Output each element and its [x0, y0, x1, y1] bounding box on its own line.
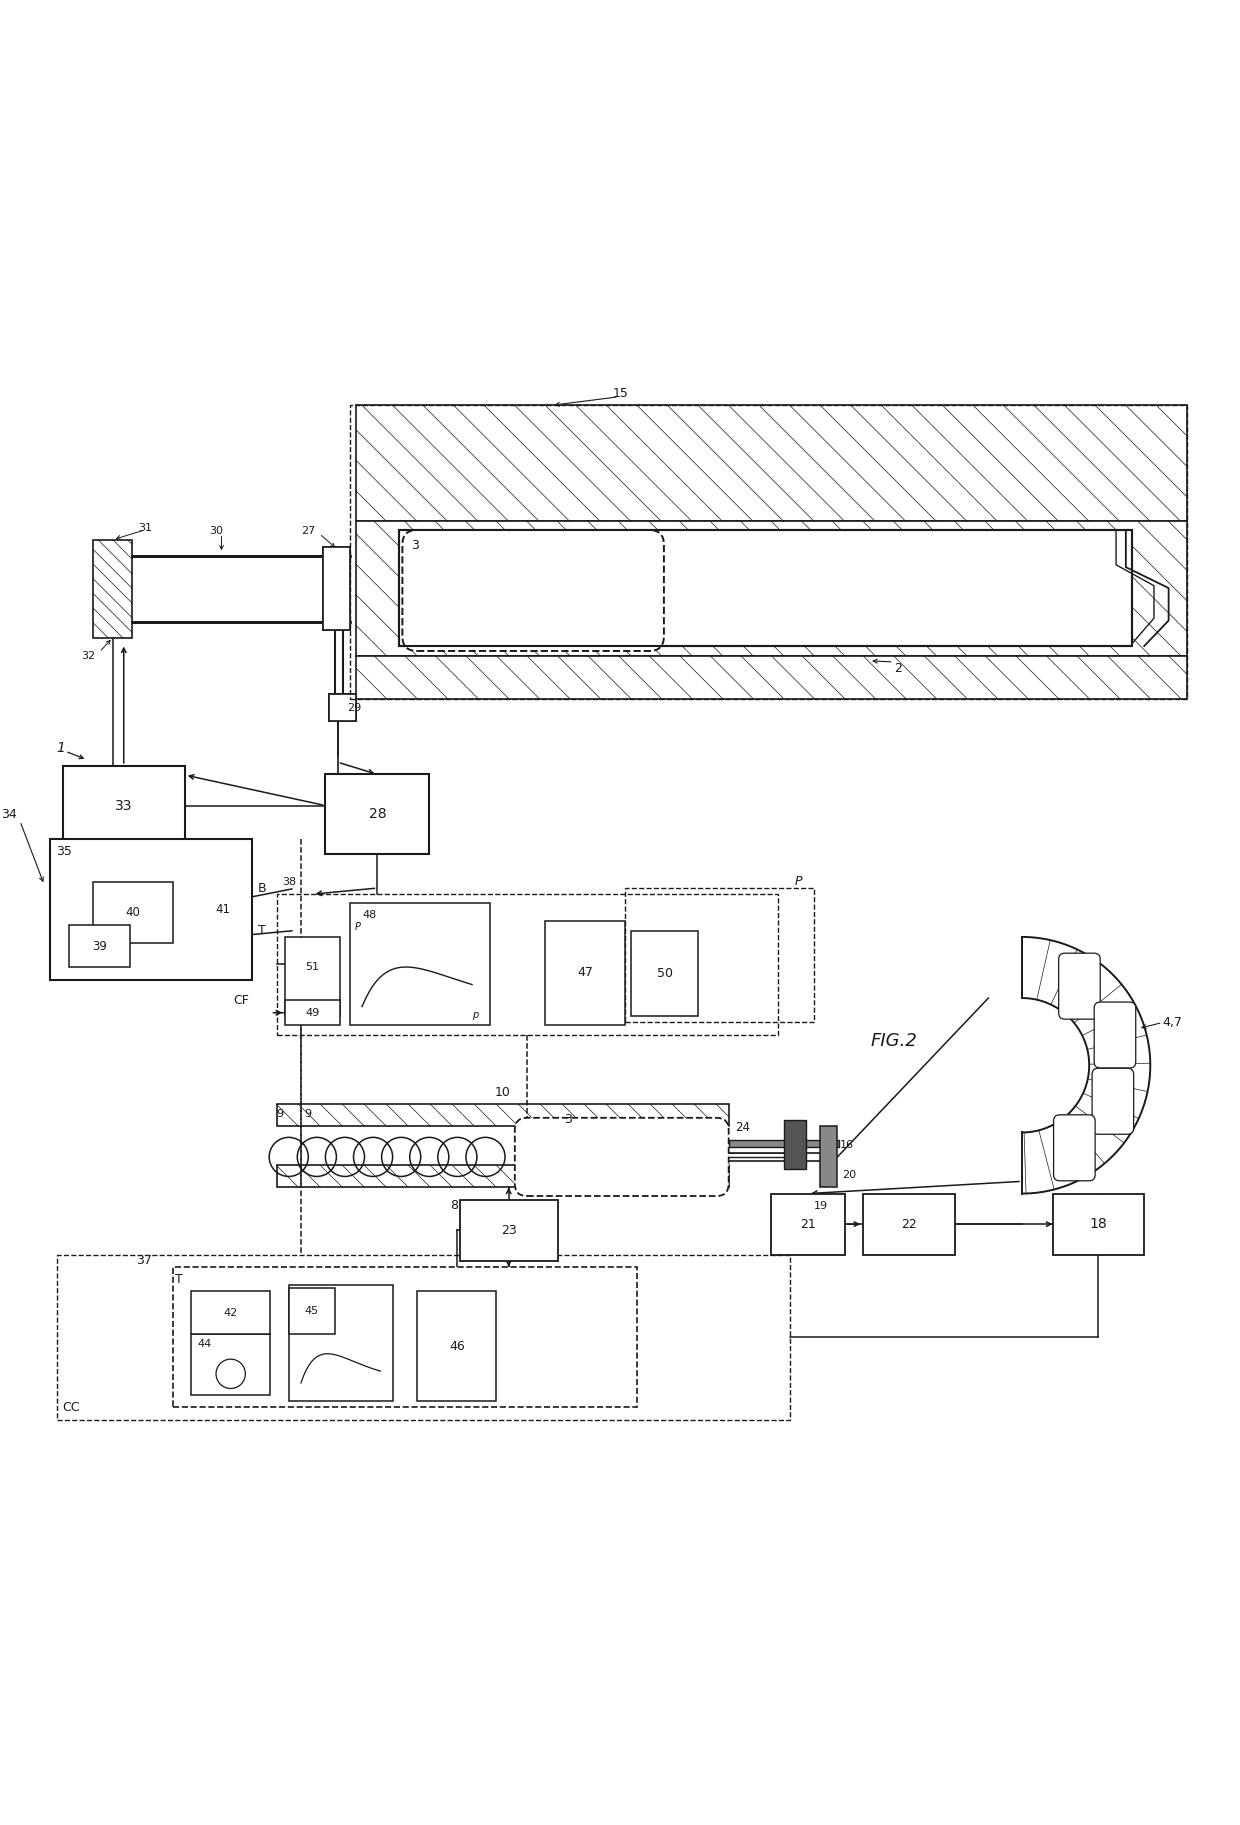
Bar [399, 529, 1132, 646]
Text: 9: 9 [305, 1110, 311, 1119]
Text: 29: 29 [347, 703, 362, 714]
Bar [631, 931, 698, 1017]
Bar [285, 936, 340, 1017]
Text: 38: 38 [283, 878, 296, 887]
Text: 8: 8 [450, 1199, 458, 1212]
Text: 3: 3 [564, 1113, 572, 1126]
Bar [356, 405, 1187, 522]
FancyBboxPatch shape [1059, 953, 1100, 1018]
Text: 33: 33 [115, 799, 133, 812]
Bar [322, 548, 350, 630]
Text: 45: 45 [305, 1307, 319, 1316]
Text: 24: 24 [735, 1121, 750, 1133]
Bar [172, 1267, 637, 1407]
Bar [356, 522, 1187, 655]
Text: 31: 31 [139, 522, 153, 533]
Bar [350, 903, 490, 1026]
Text: B: B [258, 881, 267, 894]
Text: 35: 35 [57, 845, 72, 858]
Text: P: P [795, 876, 802, 889]
Bar [863, 1194, 955, 1254]
FancyBboxPatch shape [403, 529, 663, 652]
Text: 37: 37 [136, 1254, 151, 1267]
Text: 23: 23 [501, 1225, 517, 1237]
Text: 2: 2 [894, 662, 901, 675]
Bar [1053, 1194, 1145, 1254]
Text: 47: 47 [577, 967, 593, 980]
Bar [329, 694, 356, 721]
FancyBboxPatch shape [515, 1117, 729, 1195]
Bar [729, 1141, 838, 1148]
Bar [93, 881, 172, 944]
Text: 51: 51 [305, 962, 320, 973]
Text: 32: 32 [81, 652, 95, 661]
Bar [460, 1199, 558, 1261]
Bar [771, 1194, 844, 1254]
Bar [289, 1285, 393, 1402]
Bar [191, 1292, 270, 1334]
Text: 19: 19 [815, 1201, 828, 1210]
Bar [68, 925, 130, 967]
Text: 34: 34 [1, 808, 17, 821]
Bar [325, 774, 429, 854]
FancyBboxPatch shape [1054, 1115, 1095, 1181]
Text: 40: 40 [125, 905, 140, 920]
Text: 42: 42 [223, 1309, 238, 1318]
Text: 3: 3 [410, 540, 419, 553]
Text: 48: 48 [362, 911, 376, 920]
Bar [289, 1288, 335, 1334]
Bar [350, 405, 1187, 699]
FancyBboxPatch shape [1094, 1002, 1136, 1068]
Text: T: T [175, 1272, 182, 1285]
Text: 46: 46 [449, 1340, 465, 1352]
Bar [322, 548, 350, 630]
Bar [329, 694, 356, 721]
Text: 1: 1 [57, 741, 66, 754]
Bar [93, 540, 133, 637]
Text: 44: 44 [197, 1340, 211, 1349]
Bar [51, 840, 252, 980]
Text: 22: 22 [901, 1217, 916, 1230]
Text: 21: 21 [800, 1217, 816, 1230]
Bar [277, 894, 777, 1035]
Text: 43: 43 [295, 1292, 309, 1303]
Text: 10: 10 [495, 1086, 511, 1099]
Text: 41: 41 [216, 903, 231, 916]
Bar [356, 655, 1187, 699]
Text: p: p [472, 1011, 479, 1020]
Text: 49: 49 [305, 1007, 320, 1018]
Text: 20: 20 [842, 1170, 857, 1181]
Text: T: T [258, 923, 265, 936]
Text: 9: 9 [277, 1110, 284, 1119]
Bar [57, 1254, 790, 1420]
Text: P: P [355, 922, 361, 933]
Text: 16: 16 [839, 1139, 854, 1150]
Text: 30: 30 [210, 526, 223, 537]
Bar [63, 766, 185, 845]
Text: FIG.2: FIG.2 [870, 1031, 918, 1049]
Text: 4,7: 4,7 [1163, 1017, 1183, 1029]
Bar [625, 889, 815, 1022]
Text: 50: 50 [656, 967, 672, 980]
Bar [417, 1292, 496, 1402]
Text: 39: 39 [92, 940, 107, 953]
Bar [546, 922, 625, 1026]
Bar [821, 1126, 837, 1188]
Bar [277, 1104, 729, 1126]
Text: CC: CC [63, 1402, 81, 1414]
Bar [399, 529, 1132, 646]
FancyBboxPatch shape [1092, 1068, 1133, 1135]
Text: 27: 27 [301, 526, 315, 537]
Bar [285, 1000, 340, 1026]
Text: 28: 28 [368, 807, 386, 821]
Text: 15: 15 [613, 387, 629, 400]
Bar [784, 1121, 806, 1170]
Bar [191, 1334, 270, 1394]
Text: 18: 18 [1090, 1217, 1107, 1232]
Text: CF: CF [234, 995, 249, 1007]
Bar [277, 1166, 729, 1188]
